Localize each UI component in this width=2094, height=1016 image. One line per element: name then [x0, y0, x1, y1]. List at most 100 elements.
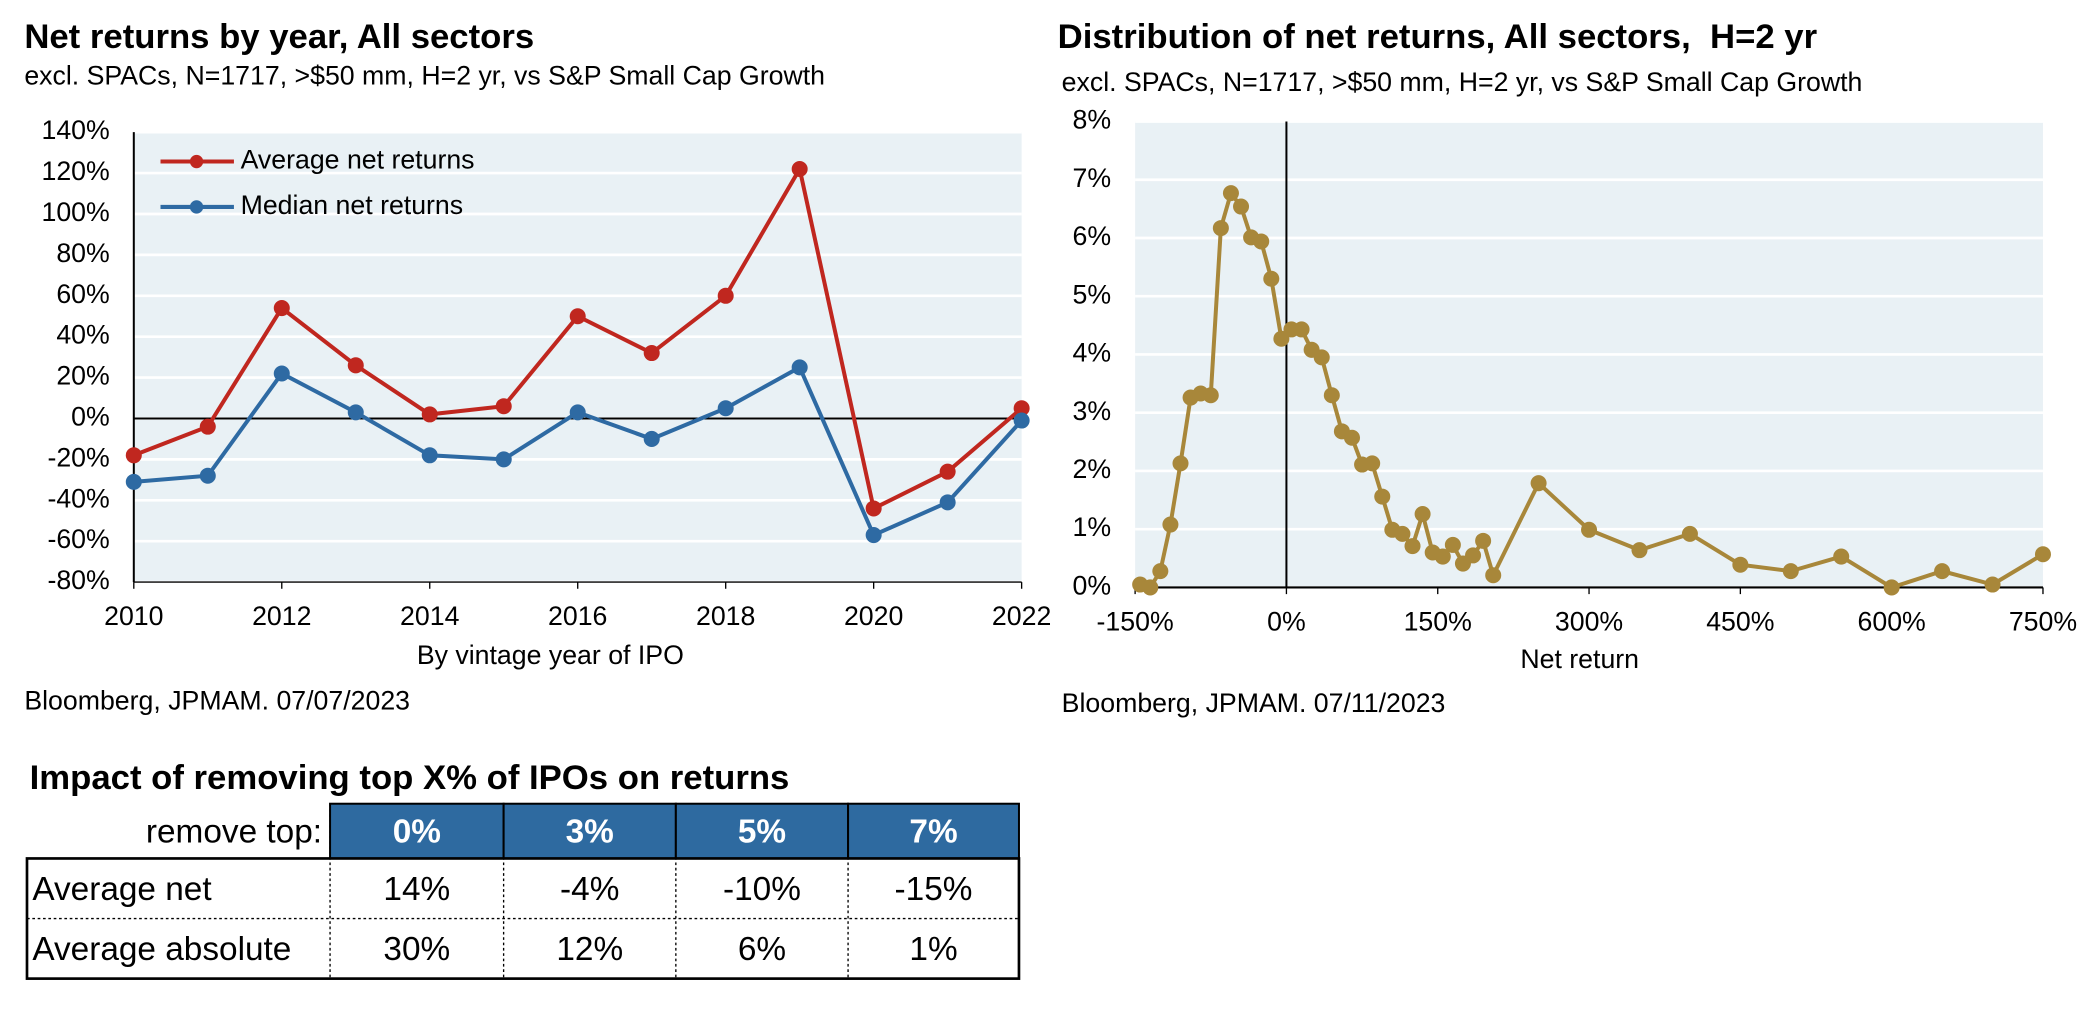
data-point	[1475, 532, 1492, 549]
data-point	[1414, 506, 1431, 523]
data-point	[717, 287, 734, 304]
x-tick-label: 150%	[1404, 607, 1472, 637]
data-point	[1212, 220, 1229, 237]
x-tick-label: 2018	[696, 601, 755, 631]
data-point	[1152, 563, 1169, 580]
y-tick-label: -60%	[47, 524, 109, 554]
header-text: 3%	[566, 814, 614, 851]
data-point	[1253, 233, 1270, 250]
y-tick-label: 100%	[42, 197, 110, 227]
header-cell	[847, 802, 1020, 860]
chart-title: Net returns by year, All sectors	[24, 18, 534, 56]
legend-marker	[189, 154, 204, 169]
legend-label: Average net returns	[241, 145, 475, 175]
data-point	[1142, 579, 1159, 596]
source-note: Bloomberg, JPMAM. 07/11/2023	[1062, 688, 1446, 718]
data-point	[347, 357, 364, 374]
x-tick-label: 750%	[2009, 607, 2077, 637]
data-point	[1883, 579, 1900, 596]
header-text: remove top:	[146, 814, 322, 851]
data-point	[1681, 525, 1698, 542]
data-point	[643, 430, 660, 447]
x-tick-label: 2020	[844, 601, 903, 631]
table-cell: 30%	[383, 931, 450, 968]
chart-title: Distribution of net returns, All sectors…	[1058, 18, 1817, 56]
y-tick-label: 60%	[56, 279, 109, 309]
x-axis-label: Net return	[1520, 644, 1639, 674]
data-point	[569, 404, 586, 421]
data-point	[865, 500, 882, 517]
data-point	[1434, 548, 1451, 565]
data-point	[939, 494, 956, 511]
table-cell: -4%	[560, 871, 619, 908]
data-point	[199, 418, 216, 435]
table-cell: 6%	[738, 931, 786, 968]
x-tick-label: -150%	[1097, 607, 1174, 637]
x-tick-label: 2012	[252, 601, 311, 631]
table-cell: 14%	[383, 871, 450, 908]
x-tick-label: 2014	[400, 601, 460, 631]
data-point	[1364, 455, 1381, 472]
header-text: 7%	[909, 814, 957, 851]
data-point	[717, 400, 734, 417]
data-point	[273, 300, 290, 317]
data-point	[1631, 542, 1648, 559]
data-point	[1782, 563, 1799, 580]
data-point	[1581, 521, 1598, 538]
data-point	[791, 160, 808, 177]
data-point	[791, 359, 808, 376]
data-point	[421, 406, 438, 423]
y-tick-label: 5%	[1073, 279, 1112, 309]
data-point	[1263, 270, 1280, 287]
data-point	[1343, 429, 1361, 446]
y-tick-label: 80%	[56, 238, 109, 268]
y-tick-label: 7%	[1073, 163, 1112, 193]
data-point	[1273, 330, 1290, 347]
data-point	[1394, 525, 1411, 542]
y-tick-label: 0%	[71, 402, 110, 432]
x-tick-label: 450%	[1706, 607, 1774, 637]
data-point	[495, 398, 512, 415]
y-tick-label: -20%	[47, 442, 109, 472]
data-point	[421, 447, 438, 464]
data-point	[1732, 556, 1749, 573]
y-tick-label: 140%	[42, 115, 110, 145]
x-tick-label: 300%	[1555, 607, 1623, 637]
data-point	[495, 451, 512, 468]
data-point	[1404, 538, 1421, 555]
x-tick-label: 2010	[104, 601, 163, 631]
y-tick-label: 120%	[42, 156, 110, 186]
data-point	[2034, 546, 2051, 563]
header-text: 0%	[393, 814, 441, 851]
chart-subtitle: excl. SPACs, N=1717, >$50 mm, H=2 yr, vs…	[24, 60, 825, 90]
data-point	[125, 473, 142, 490]
data-point	[939, 463, 956, 480]
data-point	[1934, 563, 1951, 580]
y-tick-label: 40%	[56, 320, 109, 350]
data-point	[199, 467, 216, 484]
legend-label: Median net returns	[241, 190, 464, 220]
table-cell: 1%	[909, 931, 957, 968]
data-point	[1444, 536, 1461, 553]
data-point	[1833, 548, 1850, 565]
y-tick-label: 0%	[1073, 570, 1112, 600]
table-cell: Average net	[32, 871, 212, 908]
header-cell	[502, 802, 677, 860]
data-point	[1485, 567, 1502, 584]
y-tick-label: 4%	[1073, 338, 1112, 368]
y-tick-label: 2%	[1073, 454, 1112, 484]
table: remove top: 0% 3% 5% 7% Average net 14% -4% -10%…	[25, 802, 1021, 980]
data-point	[569, 308, 586, 325]
table-cell: 12%	[556, 931, 623, 968]
data-point	[1465, 547, 1482, 564]
y-tick-label: 1%	[1073, 512, 1112, 542]
data-point	[1013, 412, 1030, 429]
data-point	[1172, 455, 1189, 472]
y-tick-label: 3%	[1073, 396, 1112, 426]
header-text: 5%	[738, 814, 786, 851]
data-point	[273, 365, 290, 382]
table-cell: -15%	[895, 871, 973, 908]
data-point	[1313, 349, 1330, 366]
data-point	[643, 345, 660, 362]
